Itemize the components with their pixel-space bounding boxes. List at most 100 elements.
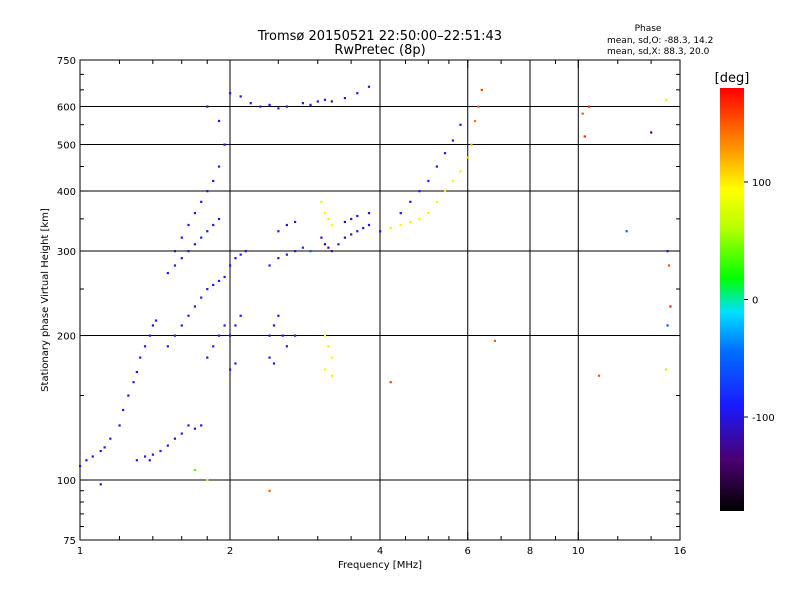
data-point	[148, 459, 151, 462]
data-point	[109, 437, 112, 440]
data-point	[443, 190, 447, 193]
data-point	[330, 223, 333, 227]
data-point	[350, 217, 353, 221]
data-point	[99, 449, 102, 453]
data-point	[180, 257, 183, 260]
data-point	[409, 200, 412, 203]
data-point	[148, 334, 151, 337]
data-point	[118, 424, 121, 427]
data-point	[272, 324, 276, 327]
data-point	[435, 200, 438, 203]
y-tick-label: 100	[57, 476, 76, 487]
data-point	[259, 105, 262, 108]
data-point	[200, 236, 203, 239]
y-tick-label: 300	[57, 247, 76, 258]
data-point	[166, 271, 169, 275]
data-point	[85, 459, 88, 462]
colorbar-ticks: 100 0 -100	[744, 178, 775, 424]
data-point	[135, 459, 138, 462]
data-point	[229, 334, 232, 337]
data-point	[122, 408, 125, 412]
data-point	[173, 334, 177, 337]
x-tick-label: 2	[227, 546, 233, 557]
data-point	[154, 319, 158, 322]
data-point	[143, 345, 147, 348]
data-point	[173, 250, 177, 253]
data-point	[239, 314, 242, 317]
y-tick-label: 750	[57, 56, 76, 67]
data-point	[389, 381, 392, 384]
data-point	[200, 200, 203, 203]
y-axis-label: Stationary phase Virtual Height [km]	[40, 208, 51, 392]
data-point	[159, 449, 162, 453]
data-point	[330, 374, 333, 377]
data-point	[427, 212, 430, 215]
data-point	[669, 305, 672, 308]
data-point	[323, 98, 327, 101]
data-point	[285, 223, 288, 227]
data-points	[79, 85, 672, 492]
data-point	[330, 100, 333, 103]
data-point	[665, 98, 668, 101]
data-point	[343, 97, 347, 100]
data-point	[320, 236, 323, 239]
data-point	[217, 217, 221, 221]
phase-legend-title: Phase	[635, 24, 662, 34]
colorbar-label: [deg]	[715, 71, 750, 86]
data-point	[277, 107, 280, 110]
data-point	[268, 264, 271, 267]
data-point	[239, 253, 242, 256]
data-point	[466, 156, 469, 159]
data-point	[206, 288, 209, 291]
x-tick-label: 10	[572, 546, 585, 557]
data-point	[323, 334, 327, 337]
data-point	[268, 103, 271, 106]
data-point	[587, 105, 591, 108]
data-point	[323, 243, 327, 246]
data-point	[493, 339, 497, 343]
data-point	[206, 230, 209, 233]
data-point	[277, 257, 280, 260]
data-point	[293, 250, 297, 253]
data-point	[330, 356, 333, 359]
data-point	[103, 446, 106, 449]
data-point	[477, 105, 480, 108]
x-tick-label: 6	[465, 546, 471, 557]
data-point	[666, 324, 669, 327]
data-point	[356, 214, 359, 218]
data-point	[470, 143, 473, 146]
data-point	[223, 275, 226, 279]
data-point	[166, 345, 169, 348]
data-point	[234, 362, 237, 365]
data-point	[330, 250, 333, 253]
data-point	[293, 334, 297, 337]
data-point	[200, 424, 203, 427]
data-point	[285, 253, 288, 256]
data-point	[212, 283, 215, 287]
data-point	[206, 356, 209, 359]
gridlines	[80, 60, 680, 540]
data-point	[127, 394, 130, 397]
data-point	[139, 356, 142, 359]
data-point	[667, 264, 671, 267]
data-point	[418, 217, 421, 221]
data-point	[268, 356, 271, 359]
data-point	[327, 345, 330, 348]
data-point	[418, 190, 421, 193]
data-point	[362, 227, 365, 230]
data-point	[301, 246, 305, 249]
data-point	[343, 220, 347, 224]
phase-legend-x: mean, sd,X: 88.3, 20.0	[607, 47, 710, 57]
data-point	[212, 345, 215, 348]
data-point	[206, 479, 209, 482]
data-point	[379, 230, 382, 233]
data-point	[427, 179, 430, 183]
data-point	[301, 102, 305, 105]
data-point	[206, 190, 209, 193]
data-point	[187, 223, 190, 227]
data-point	[268, 334, 271, 337]
data-point	[285, 105, 288, 108]
data-point	[151, 324, 155, 327]
data-point	[356, 92, 359, 95]
